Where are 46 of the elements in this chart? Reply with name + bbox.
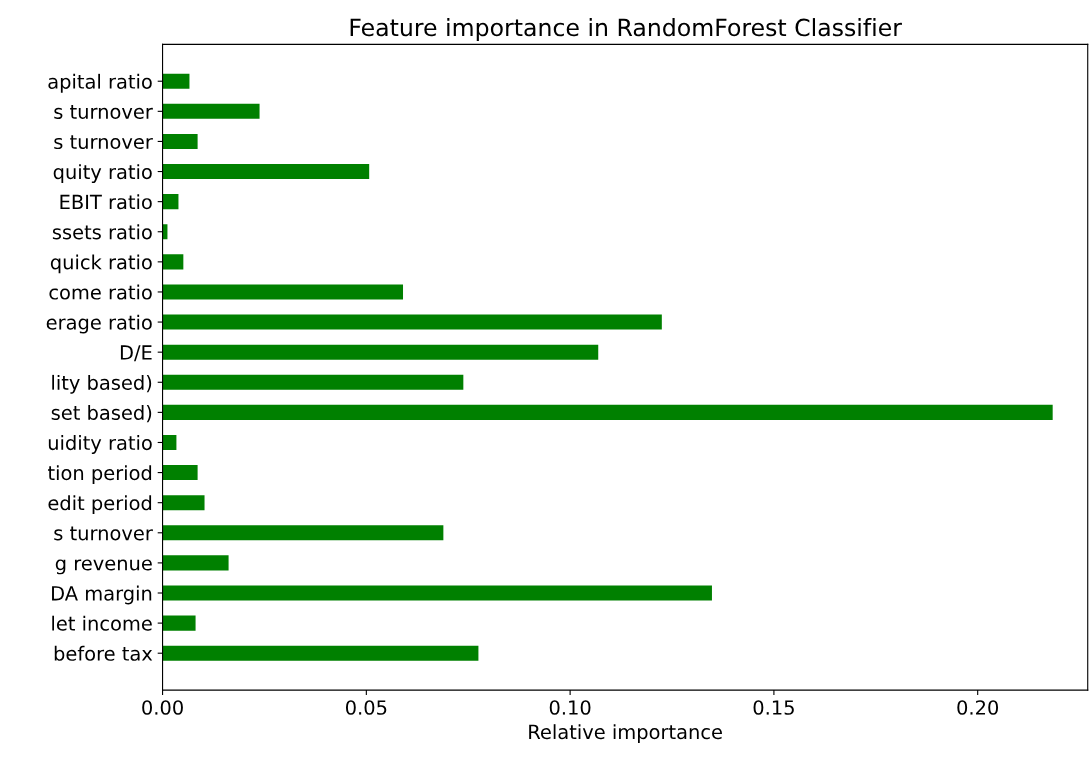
x-axis-title: Relative importance <box>529 724 722 743</box>
bar <box>162 133 198 149</box>
y-tick-label: edit period <box>48 495 152 515</box>
y-tick-label: come ratio <box>49 284 152 300</box>
y-tick-label: DA margin <box>52 585 152 605</box>
bar <box>162 374 464 390</box>
y-tick-label: let income <box>52 615 152 631</box>
bar <box>162 254 184 270</box>
bar <box>162 314 662 330</box>
y-tick-label: set based) <box>51 404 152 423</box>
y-tick-label: s turnover <box>54 135 153 150</box>
x-tick-label: 0.15 <box>753 700 794 715</box>
x-tick-label: 0.20 <box>957 700 999 715</box>
y-tick-label: before tax <box>54 645 153 661</box>
y-tick-label: quity ratio <box>53 164 152 183</box>
bar <box>162 465 198 481</box>
bar <box>162 73 190 89</box>
y-tick-label: D/E <box>120 345 152 362</box>
y-tick-label: tion period <box>47 465 152 485</box>
bar <box>162 404 1053 420</box>
y-tick-label: uidity ratio <box>48 435 152 454</box>
bar <box>162 164 370 180</box>
bar <box>162 344 599 360</box>
y-tick-label: erage ratio <box>46 314 152 334</box>
bar <box>162 434 177 450</box>
y-tick-label: s turnover <box>54 526 153 541</box>
y-tick-label: ssets ratio <box>52 224 152 240</box>
bar <box>162 555 229 571</box>
bar <box>162 194 179 210</box>
y-tick-label: quick ratio <box>50 254 152 274</box>
y-tick-label: g revenue <box>55 559 152 575</box>
bar <box>162 284 404 300</box>
y-tick-label: lity based) <box>52 374 152 394</box>
y-tick-label: s turnover <box>54 105 153 119</box>
bar <box>162 585 712 601</box>
y-tick-label: EBIT ratio <box>60 194 152 210</box>
y-tick-label: apital ratio <box>48 73 152 93</box>
chart-title: Feature importance in RandomForest Classifier <box>350 18 902 41</box>
x-tick-label: 0.05 <box>345 700 387 715</box>
bar <box>162 615 196 631</box>
bar <box>162 103 260 119</box>
bar <box>162 645 479 661</box>
x-tick-label: 0.00 <box>142 700 183 715</box>
bar <box>162 495 205 511</box>
bar <box>162 525 444 541</box>
x-tick-label: 0.10 <box>549 700 591 715</box>
